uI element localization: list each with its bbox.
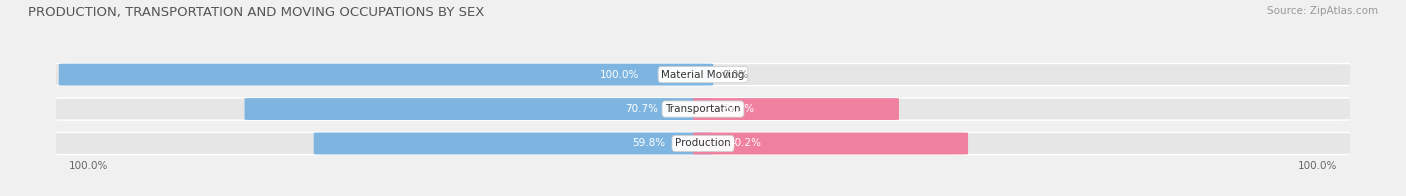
FancyBboxPatch shape [59, 64, 713, 85]
Text: 100.0%: 100.0% [69, 161, 108, 171]
FancyBboxPatch shape [245, 98, 713, 120]
FancyBboxPatch shape [314, 132, 713, 154]
FancyBboxPatch shape [53, 64, 1353, 86]
Text: 70.7%: 70.7% [626, 104, 658, 114]
Text: 29.3%: 29.3% [721, 104, 755, 114]
Text: 59.8%: 59.8% [631, 139, 665, 149]
FancyBboxPatch shape [693, 98, 898, 120]
Text: Production: Production [675, 139, 731, 149]
FancyBboxPatch shape [53, 132, 1353, 155]
Text: Transportation: Transportation [665, 104, 741, 114]
Text: 100.0%: 100.0% [1298, 161, 1337, 171]
Text: Material Moving: Material Moving [661, 70, 745, 80]
Text: PRODUCTION, TRANSPORTATION AND MOVING OCCUPATIONS BY SEX: PRODUCTION, TRANSPORTATION AND MOVING OC… [28, 6, 485, 19]
FancyBboxPatch shape [693, 132, 969, 154]
Text: 0.0%: 0.0% [723, 70, 748, 80]
Text: 100.0%: 100.0% [600, 70, 640, 80]
Text: 40.2%: 40.2% [728, 139, 762, 149]
FancyBboxPatch shape [53, 98, 1353, 120]
Text: Source: ZipAtlas.com: Source: ZipAtlas.com [1267, 6, 1378, 16]
